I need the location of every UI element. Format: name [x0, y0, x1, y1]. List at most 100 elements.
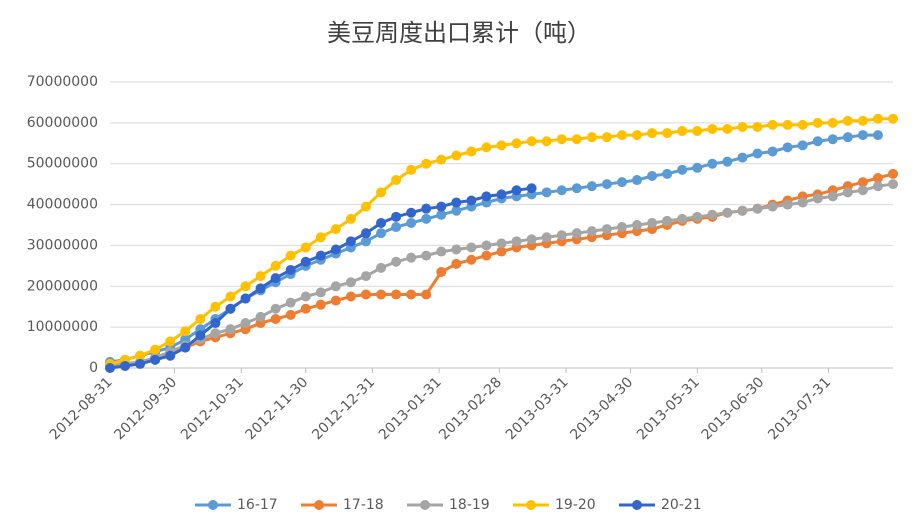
data-point — [330, 244, 341, 255]
data-point — [511, 138, 522, 149]
data-point — [195, 313, 206, 324]
data-point — [330, 295, 341, 306]
legend-label: 20-21 — [661, 497, 702, 513]
data-point — [662, 215, 673, 226]
x-tick-label: 2013-06-30 — [699, 374, 768, 443]
data-point — [300, 291, 311, 302]
data-point — [857, 130, 868, 141]
x-tick-label: 2013-01-31 — [376, 374, 445, 443]
data-point — [586, 181, 597, 192]
data-point — [345, 277, 356, 288]
data-point — [571, 183, 582, 194]
data-point — [571, 134, 582, 145]
data-point — [797, 119, 808, 130]
data-point — [782, 119, 793, 130]
data-point — [767, 146, 778, 157]
data-point — [285, 297, 296, 308]
data-point — [481, 191, 492, 202]
data-point — [677, 213, 688, 224]
data-point — [632, 220, 643, 230]
data-point — [406, 217, 417, 228]
data-point — [300, 303, 311, 314]
data-point — [797, 140, 808, 151]
data-point — [737, 152, 748, 163]
data-point — [496, 246, 507, 257]
data-point — [511, 236, 522, 247]
data-point — [345, 213, 356, 224]
data-point — [180, 342, 191, 353]
data-point — [315, 287, 326, 298]
y-tick-label: 70000000 — [27, 74, 98, 90]
y-tick-label: 20000000 — [27, 278, 98, 294]
x-tick-label: 2012-11-30 — [243, 374, 312, 443]
data-point — [586, 226, 597, 237]
data-point — [360, 201, 371, 212]
data-point — [285, 264, 296, 275]
x-tick-label: 2012-08-31 — [47, 374, 116, 443]
data-point — [812, 117, 823, 128]
legend-marker — [420, 500, 430, 510]
data-point — [225, 291, 236, 302]
data-point — [376, 289, 387, 300]
x-tick-label: 2013-04-30 — [567, 374, 636, 443]
data-point — [812, 193, 823, 204]
data-point — [872, 130, 883, 141]
data-point — [345, 236, 356, 247]
data-point — [872, 113, 883, 124]
data-point — [857, 177, 868, 188]
data-point — [496, 140, 507, 151]
data-point — [481, 250, 492, 261]
data-point — [360, 228, 371, 239]
x-tick-label: 2012-09-30 — [111, 374, 180, 443]
legend-label: 18-19 — [449, 497, 490, 513]
data-point — [210, 318, 221, 329]
data-point — [752, 148, 763, 159]
data-point — [556, 134, 567, 145]
data-point — [330, 281, 341, 292]
data-point — [586, 132, 597, 143]
legend-label: 16-17 — [237, 497, 278, 513]
data-point — [225, 324, 236, 335]
data-point — [827, 134, 838, 145]
data-point — [376, 187, 387, 198]
data-point — [888, 179, 898, 190]
data-point — [571, 228, 582, 239]
x-tick-label: 2013-02-28 — [436, 374, 505, 443]
data-point — [842, 132, 853, 143]
data-point — [692, 162, 703, 173]
y-tick-label: 0 — [89, 360, 98, 376]
data-point — [466, 195, 477, 206]
data-point — [391, 175, 402, 186]
data-point — [752, 121, 763, 132]
legend-label: 19-20 — [555, 497, 596, 513]
y-tick-label: 50000000 — [27, 156, 98, 172]
data-point — [466, 146, 477, 157]
data-point — [541, 136, 552, 147]
data-point — [285, 250, 296, 261]
data-point — [888, 168, 898, 179]
data-point — [391, 256, 402, 267]
data-point — [391, 211, 402, 222]
data-point — [707, 158, 718, 169]
data-point — [647, 217, 658, 228]
data-point — [451, 197, 462, 208]
data-point — [797, 197, 808, 208]
data-point — [421, 289, 432, 300]
data-point — [270, 273, 281, 284]
data-point — [857, 185, 868, 196]
data-point — [767, 119, 778, 130]
data-point — [360, 236, 371, 247]
y-tick-label: 40000000 — [27, 197, 98, 213]
data-point — [466, 242, 477, 253]
legend-label: 17-18 — [343, 497, 384, 513]
data-point — [135, 350, 146, 361]
data-point — [436, 209, 447, 220]
data-point — [616, 130, 627, 141]
data-point — [616, 177, 627, 188]
data-point — [842, 187, 853, 198]
data-point — [857, 115, 868, 126]
data-point — [541, 232, 552, 243]
data-point — [827, 117, 838, 128]
legend-marker — [526, 500, 536, 510]
data-point — [842, 115, 853, 126]
